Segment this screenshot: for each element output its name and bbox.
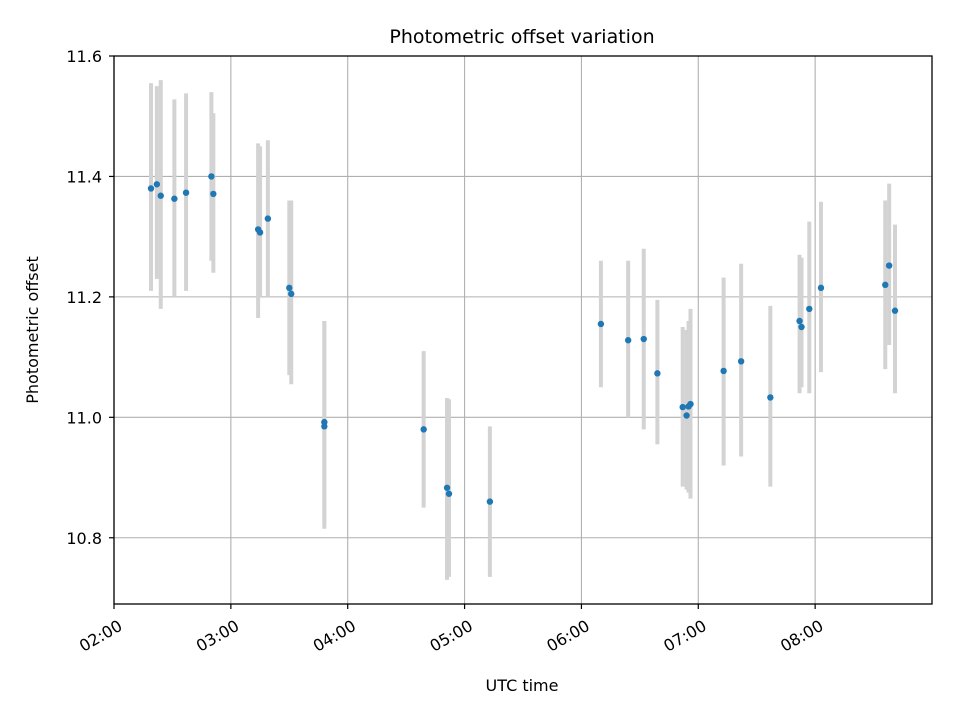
data-point [288,290,295,298]
data-point [264,215,272,222]
data-point [210,190,217,198]
data-point [256,229,264,236]
data-points [147,173,899,505]
data-point [683,412,690,419]
chart-title: Photometric offset variation [389,26,654,48]
x-axis-title: UTC time [486,676,559,695]
data-point [796,317,803,325]
y-tick-label: 11.2 [66,288,102,307]
data-point [153,181,161,188]
data-point [640,335,647,343]
data-point [624,337,632,344]
data-point [798,323,805,331]
data-point [817,284,825,292]
data-point [720,367,727,375]
y-tick-label: 11.6 [66,47,102,66]
data-point [171,195,178,202]
data-point [321,423,328,430]
data-point [147,185,155,192]
data-point [737,358,745,365]
data-point [679,403,686,411]
y-tick-label: 11.4 [66,167,102,186]
data-point [157,192,164,199]
data-point [486,498,494,505]
plot-frame [113,55,933,605]
y-axis: 10.8 11.0 11.2 11.4 11.6 [66,47,114,548]
data-point [208,173,215,180]
data-point [885,262,893,269]
data-point [654,370,661,377]
data-point [806,305,813,313]
data-point [182,189,190,196]
y-tick-label: 11.0 [66,408,102,427]
data-point [882,281,889,289]
data-point [597,320,605,328]
y-axis-title: Photometric offset [23,256,42,404]
data-point [420,426,427,433]
data-point [443,484,451,491]
data-point [891,307,899,314]
data-point [767,394,774,401]
data-point [445,490,453,497]
data-point [687,400,694,408]
y-tick-label: 10.8 [66,529,102,548]
data-point [286,284,293,292]
